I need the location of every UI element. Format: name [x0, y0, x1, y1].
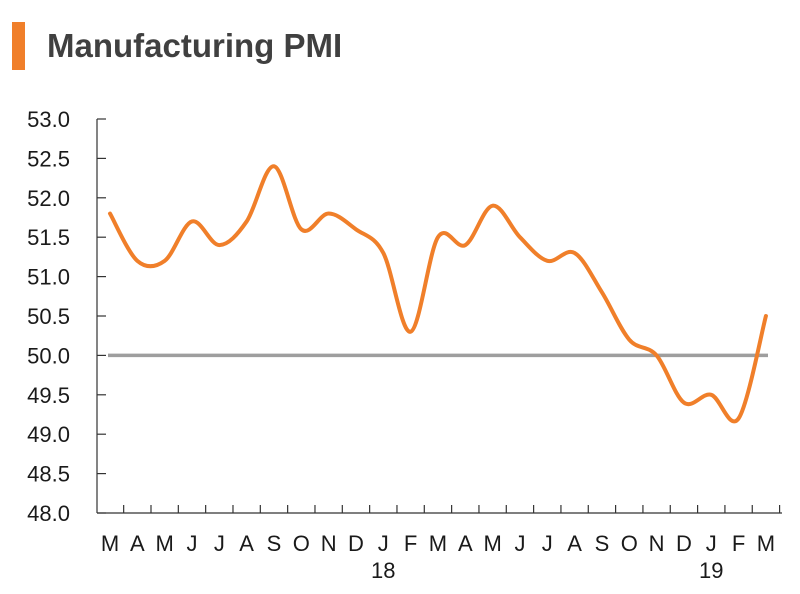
chart-header: Manufacturing PMI [0, 0, 800, 80]
x-tick-label: S [267, 531, 282, 556]
x-tick-label: M [483, 531, 501, 556]
x-tick-label: M [155, 531, 173, 556]
y-tick-label: 50.5 [27, 304, 70, 329]
x-tick-label: N [321, 531, 337, 556]
x-tick-label: A [130, 531, 145, 556]
x-tick-label: M [757, 531, 775, 556]
y-tick-label: 52.0 [27, 186, 70, 211]
y-tick-label: 51.5 [27, 225, 70, 250]
x-tick-label: O [293, 531, 310, 556]
y-tick-label: 48.0 [27, 501, 70, 526]
x-tick-label: F [732, 531, 745, 556]
chart-title: Manufacturing PMI [47, 27, 343, 64]
y-tick-label: 48.5 [27, 462, 70, 487]
y-tick-label: 49.0 [27, 422, 70, 447]
x-tick-label: J [514, 531, 525, 556]
x-tick-label: D [676, 531, 692, 556]
x-tick-label: J [378, 531, 389, 556]
title-accent-bar [12, 22, 25, 70]
x-tick-label: J [706, 531, 717, 556]
x-year-label: 18 [371, 558, 395, 583]
x-year-label: 19 [699, 558, 723, 583]
pmi-line-chart: 53.0 52.5 52.0 51.5 51.0 50.5 50.0 49.5 49.0 48.5… [27, 107, 782, 583]
y-tick-label: 53.0 [27, 107, 70, 132]
x-tick-label: J [186, 531, 197, 556]
x-tick-label: M [429, 531, 447, 556]
y-tick-label: 52.5 [27, 146, 70, 171]
x-tick-label: J [542, 531, 553, 556]
x-tick-label: A [567, 531, 582, 556]
x-tick-label: F [404, 531, 417, 556]
x-tick-label: J [214, 531, 225, 556]
x-tick-label: N [649, 531, 665, 556]
x-tick-label: O [621, 531, 638, 556]
y-tick-label: 50.0 [27, 343, 70, 368]
x-tick-label: A [239, 531, 254, 556]
x-tick-label: A [458, 531, 473, 556]
y-tick-label: 49.5 [27, 383, 70, 408]
pmi-series-line [108, 164, 768, 424]
y-tick-label: 51.0 [27, 265, 70, 290]
x-tick-label: S [595, 531, 610, 556]
x-tick-label: D [348, 531, 364, 556]
x-tick-label: M [101, 531, 119, 556]
